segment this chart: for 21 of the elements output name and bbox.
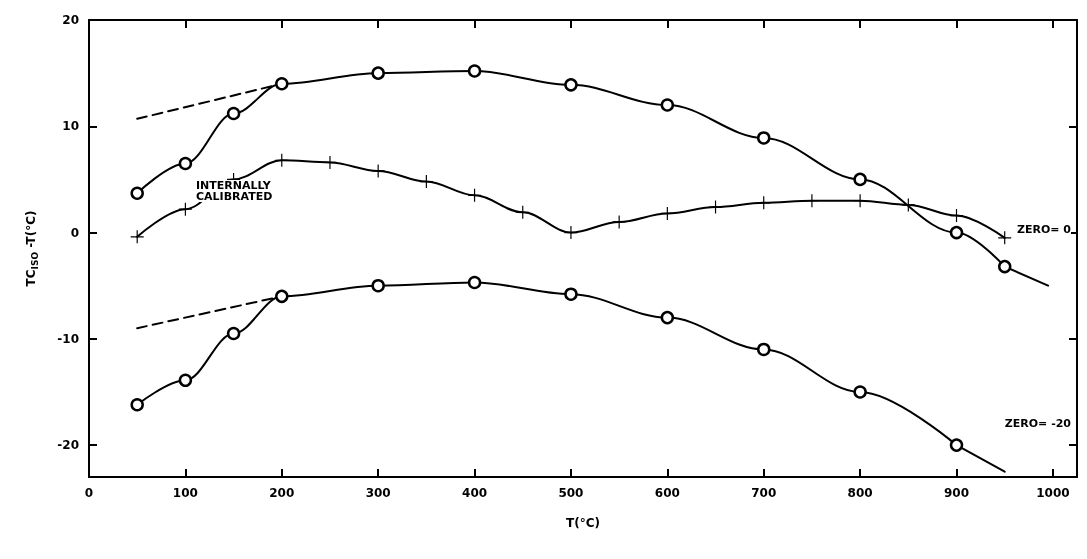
x-axis-title: T(°C) xyxy=(566,516,600,530)
x-tick-label: 100 xyxy=(172,486,198,500)
x-tick-label: 200 xyxy=(269,486,295,500)
y-tick-label: -20 xyxy=(57,438,79,453)
y-axis-title: TCISO -T(°C) xyxy=(23,210,40,287)
x-tick-label: 400 xyxy=(462,486,488,500)
y-tick-label: 20 xyxy=(62,13,79,27)
x-tick-label: 500 xyxy=(558,486,584,500)
x-tick-label: 800 xyxy=(847,486,873,500)
x-tick-label: 600 xyxy=(654,486,680,500)
annotation: ZERO= -20 xyxy=(1004,417,1072,430)
x-tick-label: 300 xyxy=(365,486,391,500)
annotation: ZERO= 0 xyxy=(1016,223,1072,236)
x-tick-label: 700 xyxy=(751,486,777,500)
x-tick-label: 1000 xyxy=(1036,486,1070,500)
y-tick-label: 10 xyxy=(62,119,79,134)
x-tick-label: 900 xyxy=(943,486,970,500)
y-tick-label: 0 xyxy=(70,225,79,240)
y-tick-label: -10 xyxy=(57,331,79,346)
annotation: INTERNALLY CALIBRATED xyxy=(196,179,273,203)
x-tick-label: 0 xyxy=(84,486,94,500)
